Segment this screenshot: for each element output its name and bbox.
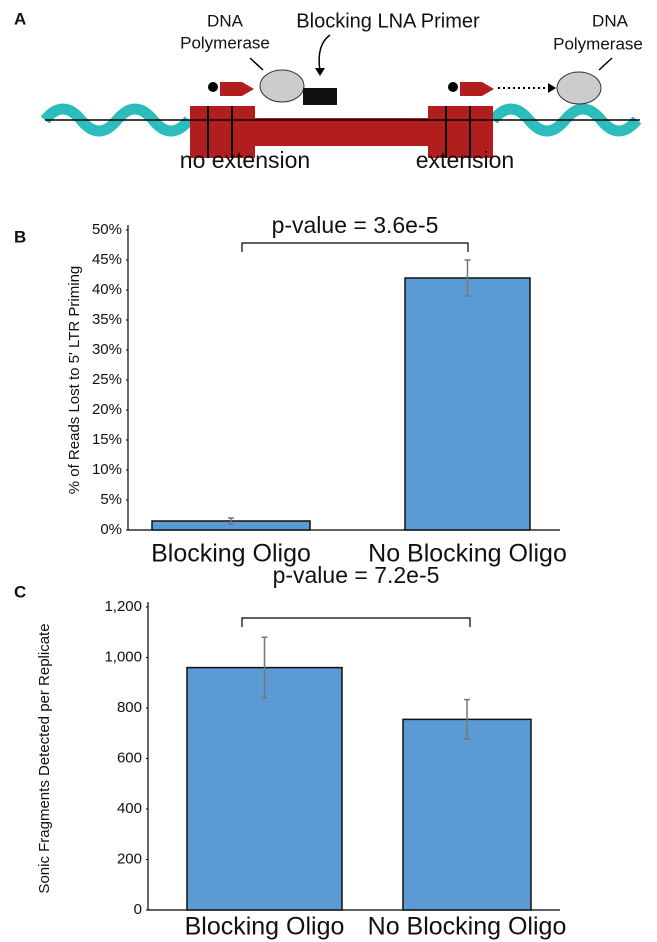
y-tick-label: 40%: [92, 281, 122, 298]
primer-arrow: [220, 82, 254, 96]
y-tick-label: 800: [117, 699, 142, 716]
bar: [402, 718, 532, 911]
primer-label: Blocking LNA Primer: [296, 10, 480, 32]
error-bar: [261, 636, 268, 699]
enzyme-label: DNA: [207, 11, 244, 30]
y-tick-label: 1,000: [104, 648, 142, 665]
significance-bracket: [241, 242, 469, 252]
pointer: [598, 57, 613, 71]
arrow-head: [315, 68, 325, 76]
y-axis-label: % of Reads Lost to 5' LTR Priming: [66, 266, 83, 495]
y-tick-label: 0: [134, 901, 142, 918]
block-dot: [208, 82, 218, 92]
x-tick-label: No Blocking Oligo: [368, 913, 567, 941]
pointer: [318, 34, 331, 72]
error-bar: [464, 698, 470, 740]
primer-arrow: [460, 82, 494, 96]
annotation: p-value = 3.6e-5: [272, 212, 439, 238]
y-tick-label: 25%: [92, 371, 122, 388]
ltr-block: [190, 106, 255, 158]
y-tick-label: 20%: [92, 401, 122, 418]
block-dot: [448, 82, 458, 92]
y-tick-label: 30%: [92, 341, 122, 358]
y-axis-label: Sonic Fragments Detected per Replicate: [36, 623, 53, 893]
diagram: A DNA Polymerase DNA Polymerase Blocking…: [14, 9, 643, 173]
y-tick-label: 200: [117, 850, 142, 867]
y-tick-label: 45%: [92, 251, 122, 268]
ltr-block: [428, 106, 493, 158]
enzyme-label: DNA: [592, 11, 629, 30]
arrow-head: [548, 83, 556, 93]
bar: [404, 277, 531, 531]
bar: [186, 666, 343, 911]
x-tick-label: No Blocking Oligo: [368, 540, 567, 568]
panel-label: A: [14, 9, 26, 28]
y-tick-label: 1,200: [104, 598, 142, 615]
y-tick-label: 50%: [92, 221, 122, 238]
caption: extension: [416, 147, 514, 173]
y-tick-label: 0%: [100, 521, 122, 538]
significance-bracket: [241, 617, 471, 627]
enzyme-label: Polymerase: [180, 33, 270, 52]
pointer: [249, 57, 264, 71]
polymerase: [259, 69, 305, 103]
y-tick-label: 35%: [92, 311, 122, 328]
x-tick-label: Blocking Oligo: [185, 913, 345, 941]
panel-label: B: [14, 227, 26, 246]
y-tick-label: 600: [117, 749, 142, 766]
y-tick-label: 5%: [100, 491, 122, 508]
caption: no extension: [180, 147, 310, 173]
lna-primer: [303, 88, 337, 105]
y-tick-label: 10%: [92, 461, 122, 478]
y-tick-label: 400: [117, 800, 142, 817]
panel-label: C: [14, 582, 26, 601]
error-bar: [464, 259, 471, 297]
enzyme-label: Polymerase: [553, 34, 643, 53]
y-tick-label: 15%: [92, 431, 122, 448]
x-tick-label: Blocking Oligo: [151, 540, 311, 568]
annotation: p-value = 7.2e-5: [273, 562, 440, 588]
ltr-line: [207, 106, 471, 158]
polymerase: [556, 71, 602, 105]
error-bar: [228, 517, 234, 525]
